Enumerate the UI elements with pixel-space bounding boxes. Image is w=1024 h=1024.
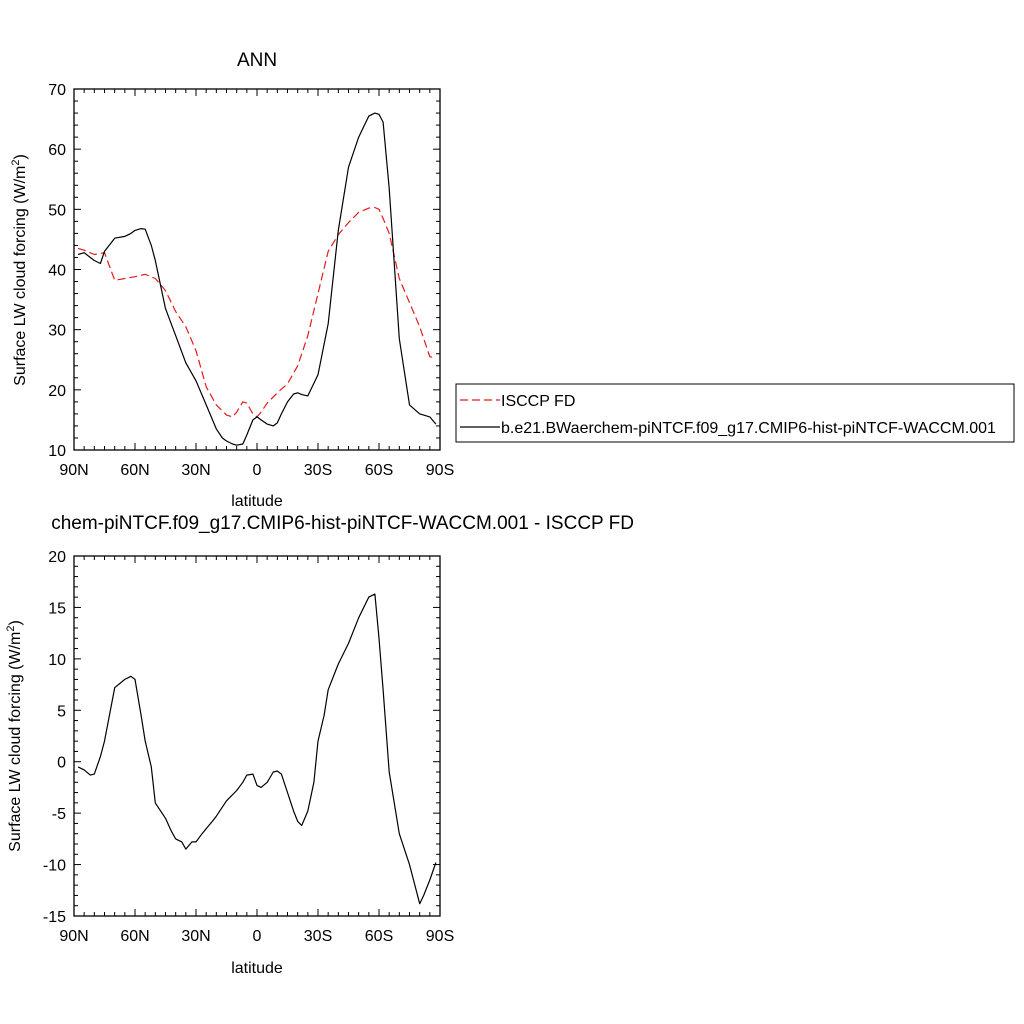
x-axis: 90N 60N 30N 0 30S 60S 90S: [59, 89, 454, 479]
panel-bottom: chem-piNTCF.f09_g17.CMIP6-hist-piNTCF-WA…: [5, 513, 634, 977]
series-group: [77, 593, 437, 905]
series-group: [77, 112, 437, 446]
y-tick-label: -5: [52, 806, 66, 823]
x-tick-label: 90N: [59, 928, 88, 945]
x-axis: 90N 60N 30N 0 30S 60S 90S: [59, 556, 454, 945]
y-tick-label: 10: [48, 652, 66, 669]
x-tick-label: 90S: [426, 462, 454, 479]
y-tick-label: -10: [43, 858, 66, 875]
x-axis-label: latitude: [231, 960, 283, 977]
y-axis-label: Surface LW cloud forcing (W/m2): [10, 154, 29, 386]
y-tick-label: 40: [48, 263, 66, 280]
series-line-1: [77, 112, 437, 446]
y-axis-label: Surface LW cloud forcing (W/m2): [5, 620, 24, 852]
x-tick-label: 0: [253, 928, 262, 945]
y-tick-label: 0: [57, 755, 66, 772]
legend-box: [455, 383, 1015, 443]
x-axis-label: latitude: [231, 493, 283, 510]
x-tick-label: 30S: [304, 462, 332, 479]
legend-label-isccp: ISCCP FD: [501, 393, 575, 410]
y-tick-label: 70: [48, 82, 66, 99]
y-axis: 10 20 30 40 50 60 70: [48, 82, 440, 460]
plot-frame: [73, 555, 441, 917]
chart-title: ANN: [237, 50, 277, 71]
y-tick-label: 10: [48, 443, 66, 460]
x-tick-label: 90S: [426, 928, 454, 945]
x-tick-label: 60N: [120, 462, 149, 479]
y-tick-label: 20: [48, 549, 66, 566]
x-tick-label: 90N: [59, 462, 88, 479]
x-tick-label: 60S: [365, 928, 393, 945]
x-tick-label: 60N: [120, 928, 149, 945]
y-tick-label: 60: [48, 142, 66, 159]
y-tick-label: 5: [57, 703, 66, 720]
x-tick-label: 30N: [181, 928, 210, 945]
chart-title: chem-piNTCF.f09_g17.CMIP6-hist-piNTCF-WA…: [51, 513, 634, 534]
y-tick-label: 20: [48, 383, 66, 400]
y-tick-label: 15: [48, 600, 66, 617]
y-axis: -15 -10 -5 0 5 10 15 20: [43, 549, 440, 926]
y-tick-label: 50: [48, 202, 66, 219]
series-line-0: [77, 206, 437, 418]
x-tick-label: 30N: [181, 462, 210, 479]
y-tick-label: 30: [48, 323, 66, 340]
legend: ISCCP FD b.e21.BWaerchem-piNTCF.f09_g17.…: [455, 383, 1015, 443]
x-tick-label: 0: [253, 462, 262, 479]
x-tick-label: 30S: [304, 928, 332, 945]
panel-top: ANN 90N 60N 30N 0 30S 60S 90S 10 20 30 40 50 60 70 l…: [10, 50, 454, 510]
series-line-0: [77, 593, 437, 905]
legend-label-model: b.e21.BWaerchem-piNTCF.f09_g17.CMIP6-his…: [501, 420, 996, 437]
y-tick-label: -15: [43, 909, 66, 926]
x-tick-label: 60S: [365, 462, 393, 479]
